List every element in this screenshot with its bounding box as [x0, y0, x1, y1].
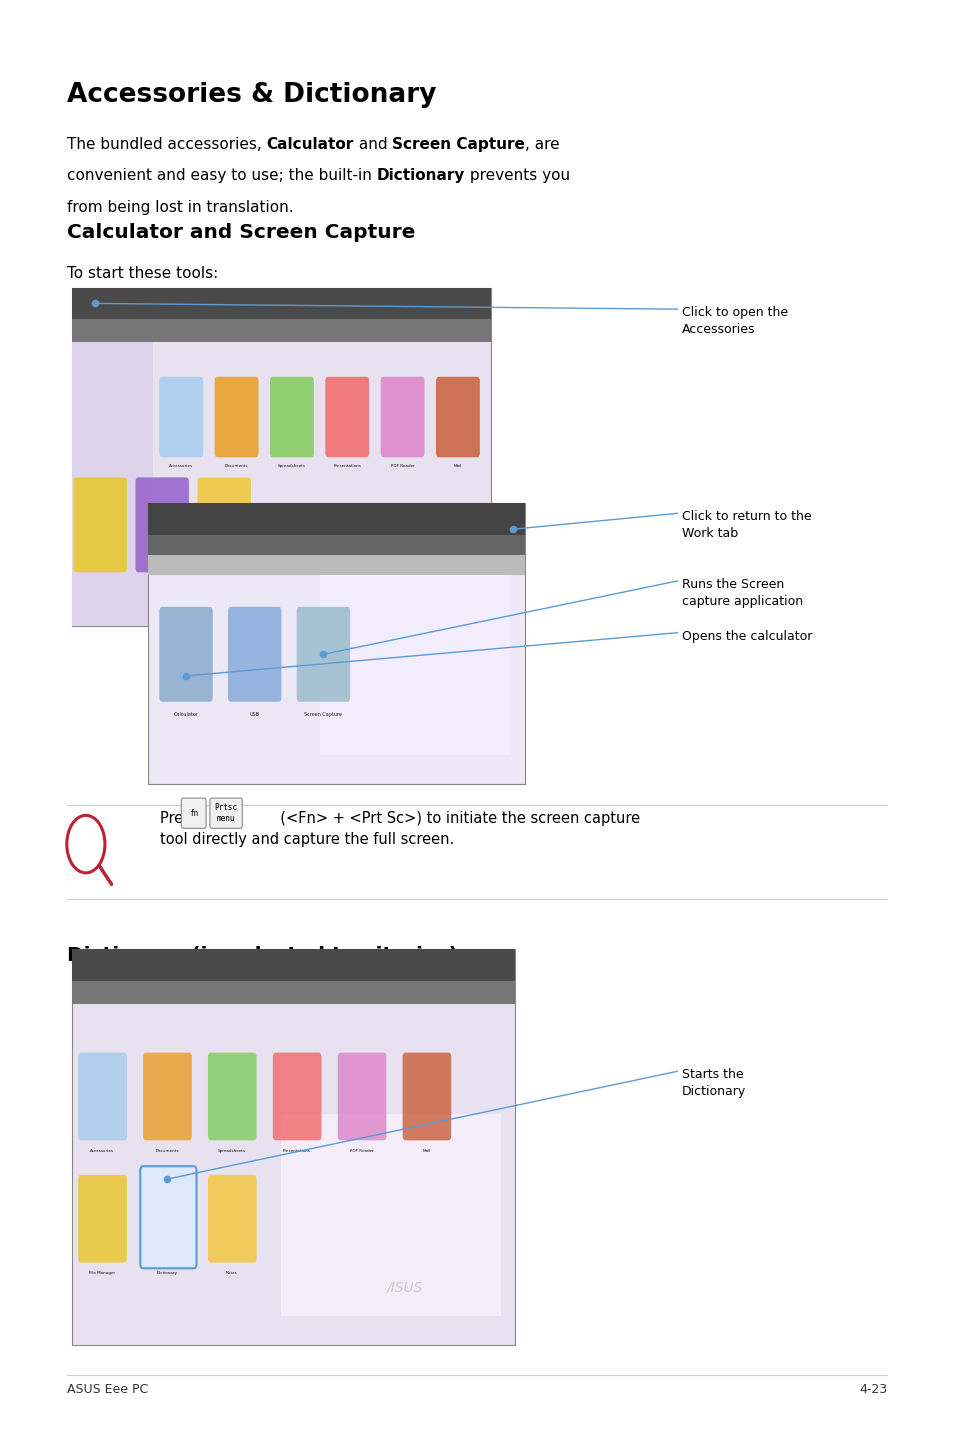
Text: Screen Capture: Screen Capture — [304, 712, 342, 716]
FancyBboxPatch shape — [71, 981, 515, 1004]
FancyBboxPatch shape — [273, 1053, 321, 1140]
FancyBboxPatch shape — [380, 377, 424, 457]
FancyBboxPatch shape — [197, 477, 251, 572]
FancyBboxPatch shape — [78, 1053, 127, 1140]
Text: PDF Reader: PDF Reader — [390, 464, 415, 469]
FancyBboxPatch shape — [71, 949, 515, 1345]
FancyBboxPatch shape — [71, 319, 491, 342]
Text: Documents: Documents — [155, 1149, 178, 1153]
FancyBboxPatch shape — [436, 377, 479, 457]
FancyBboxPatch shape — [325, 377, 369, 457]
FancyBboxPatch shape — [143, 1053, 192, 1140]
Text: Accessories: Accessories — [169, 464, 193, 469]
Text: To start these tools:: To start these tools: — [67, 266, 218, 280]
Text: from being lost in translation.: from being lost in translation. — [67, 200, 294, 214]
FancyBboxPatch shape — [148, 503, 524, 784]
FancyBboxPatch shape — [210, 798, 242, 828]
Text: Screen Capture: Screen Capture — [392, 137, 524, 151]
Text: Notes: Notes — [226, 1271, 237, 1276]
FancyBboxPatch shape — [228, 607, 281, 702]
Text: fn: fn — [189, 808, 198, 818]
Text: and: and — [354, 137, 392, 151]
Text: Dictionary: Dictionary — [376, 168, 464, 183]
Text: Click to open the
Accessories: Click to open the Accessories — [681, 306, 787, 336]
Text: Starts the
Dictionary: Starts the Dictionary — [681, 1068, 745, 1099]
FancyBboxPatch shape — [73, 477, 127, 572]
Text: Opens the calculator: Opens the calculator — [681, 630, 812, 643]
Text: The bundled accessories,: The bundled accessories, — [67, 137, 266, 151]
Text: File Manager: File Manager — [89, 1271, 115, 1276]
FancyBboxPatch shape — [296, 607, 350, 702]
Text: Dictionary: Dictionary — [156, 1271, 177, 1276]
FancyBboxPatch shape — [71, 342, 152, 626]
Circle shape — [67, 815, 105, 873]
FancyBboxPatch shape — [140, 1166, 196, 1268]
FancyBboxPatch shape — [148, 555, 524, 575]
Text: Calculator and Screen Capture: Calculator and Screen Capture — [67, 223, 415, 242]
Text: Click to return to the
Work tab: Click to return to the Work tab — [681, 510, 811, 541]
Text: convenient and easy to use; the built-in: convenient and easy to use; the built-in — [67, 168, 376, 183]
Text: Dictionary (in selected territories): Dictionary (in selected territories) — [67, 946, 457, 965]
FancyBboxPatch shape — [71, 288, 491, 319]
FancyBboxPatch shape — [143, 1175, 192, 1263]
Text: Documents: Documents — [225, 464, 248, 469]
Text: 4-23: 4-23 — [859, 1383, 886, 1396]
FancyBboxPatch shape — [159, 607, 213, 702]
FancyBboxPatch shape — [208, 1053, 256, 1140]
Text: Prtsc
menu: Prtsc menu — [214, 804, 237, 823]
FancyBboxPatch shape — [181, 798, 206, 828]
FancyBboxPatch shape — [71, 949, 515, 981]
Text: Press       +        (<Fn> + <Prt Sc>) to initiate the screen capture
tool direc: Press + (<Fn> + <Prt Sc>) to initiate th… — [160, 811, 639, 847]
Text: Accessories & Dictionary: Accessories & Dictionary — [67, 82, 436, 108]
Text: Runs the Screen
capture application: Runs the Screen capture application — [681, 578, 802, 608]
Text: Calculator: Calculator — [173, 712, 198, 716]
FancyBboxPatch shape — [148, 503, 524, 535]
Text: Mail: Mail — [454, 464, 461, 469]
Text: , are: , are — [524, 137, 559, 151]
FancyBboxPatch shape — [281, 1114, 500, 1316]
Text: ASUS Eee PC: ASUS Eee PC — [67, 1383, 148, 1396]
FancyBboxPatch shape — [319, 568, 510, 755]
FancyBboxPatch shape — [337, 1053, 386, 1140]
Text: Mail: Mail — [422, 1149, 430, 1153]
FancyBboxPatch shape — [135, 477, 189, 572]
Text: Spreadsheets: Spreadsheets — [217, 1149, 246, 1153]
Text: Calculator: Calculator — [266, 137, 354, 151]
Text: Accessories: Accessories — [90, 1149, 114, 1153]
FancyBboxPatch shape — [71, 288, 491, 626]
Text: /ISUS: /ISUS — [386, 1280, 422, 1294]
Text: Spreadsheets: Spreadsheets — [277, 464, 306, 469]
FancyBboxPatch shape — [208, 1175, 256, 1263]
Text: prevents you: prevents you — [464, 168, 570, 183]
Text: Presentations: Presentations — [333, 464, 361, 469]
FancyBboxPatch shape — [148, 535, 524, 555]
Text: USB: USB — [250, 712, 259, 716]
FancyBboxPatch shape — [159, 377, 203, 457]
FancyBboxPatch shape — [214, 377, 258, 457]
FancyBboxPatch shape — [78, 1175, 127, 1263]
Text: PDF Reader: PDF Reader — [349, 1149, 374, 1153]
Text: Presentations: Presentations — [282, 1149, 311, 1153]
FancyBboxPatch shape — [402, 1053, 451, 1140]
FancyBboxPatch shape — [270, 377, 314, 457]
